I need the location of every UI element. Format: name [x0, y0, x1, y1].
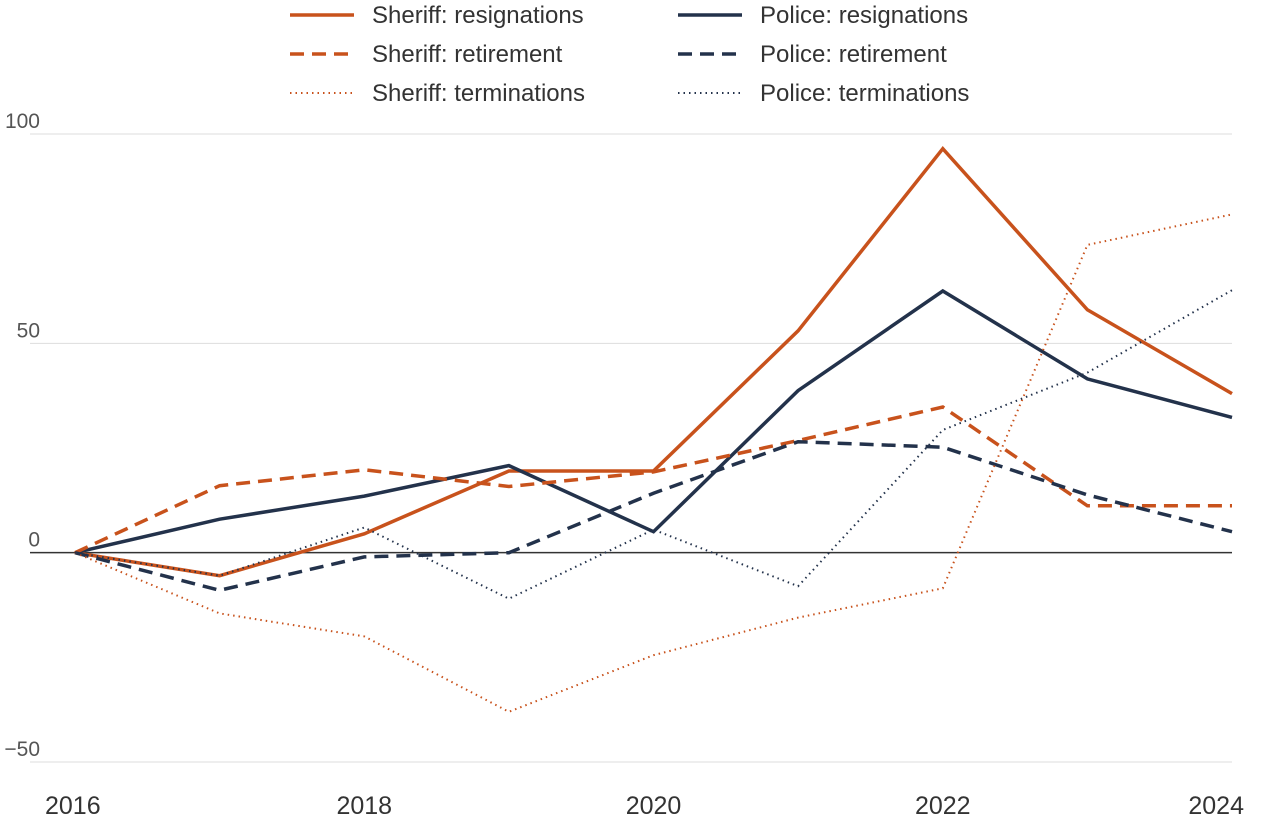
legend-label-sheriff-retirement: Sheriff: retirement	[372, 41, 563, 68]
legend-label-sheriff-resignations: Sheriff: resignations	[372, 2, 584, 29]
y-tick-label: 50	[17, 319, 40, 342]
x-axis-ticks: 2016 2018 2020 2022 2024	[45, 792, 1244, 820]
gridlines	[30, 133, 1232, 763]
y-tick-label: −50	[4, 738, 40, 761]
series-line-sheriff-terminations	[74, 213, 1233, 713]
series-line-police-resignations	[74, 288, 1233, 555]
legend: Sheriff: resignations Sheriff: retirement…	[290, 2, 969, 107]
legend-label-sheriff-terminations: Sheriff: terminations	[372, 80, 585, 107]
x-tick-label: 2020	[626, 792, 682, 820]
series-line-police-retirement	[74, 439, 1233, 593]
legend-label-police-resignations: Police: resignations	[760, 2, 968, 29]
legend-label-police-terminations: Police: terminations	[760, 80, 969, 107]
y-axis-ticks: 100 50 0 −50	[4, 110, 40, 761]
series-lines	[74, 145, 1233, 713]
legend-label-police-retirement: Police: retirement	[760, 41, 947, 68]
x-tick-label: 2018	[336, 792, 392, 820]
x-tick-label: 2022	[915, 792, 971, 820]
series-line-sheriff-retirement	[74, 405, 1232, 555]
y-tick-label: 100	[5, 110, 40, 133]
y-tick-label: 0	[28, 529, 40, 552]
x-tick-label: 2016	[45, 792, 101, 820]
x-tick-label: 2024	[1188, 792, 1244, 820]
